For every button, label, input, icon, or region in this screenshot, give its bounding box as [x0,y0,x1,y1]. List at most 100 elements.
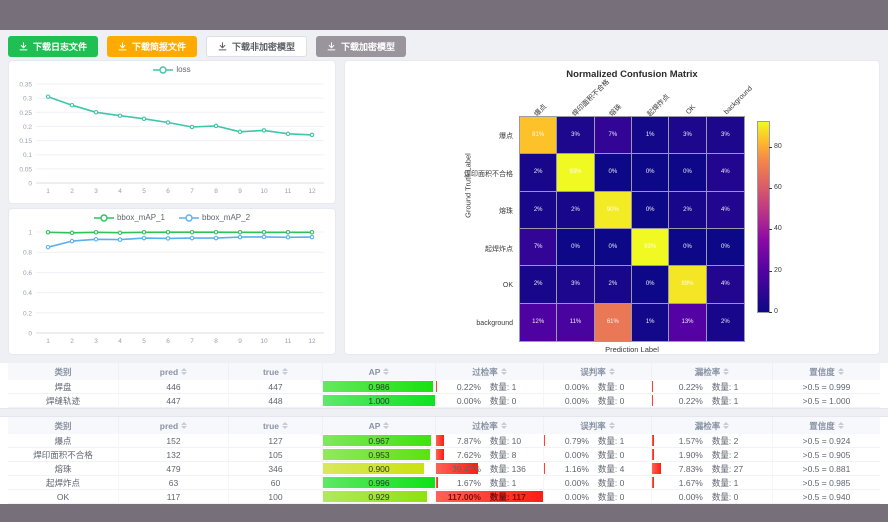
sort-caret-icon[interactable] [723,368,730,375]
bottom-window-bar [0,504,888,522]
download-icon [118,42,127,51]
column-header-误判率[interactable]: 误判率 [544,363,652,380]
matrix-row-label: 熔珠 [499,208,513,216]
overdetect-rate-count: 数量: 136 [489,463,526,474]
matrix-cell: 3% [557,117,595,155]
miss-rate-value: 7.83% [678,463,703,474]
column-header-pred[interactable]: pred [119,363,229,380]
download-log-button[interactable]: 下载日志文件 [8,36,99,57]
column-header-漏检率[interactable]: 漏检率 [652,363,773,380]
svg-text:0.2: 0.2 [23,124,32,131]
pred-cell: 63 [119,476,229,490]
legend-item-loss[interactable]: loss [153,65,191,74]
matrix-column-label: 焊印面积不合格 [571,78,611,119]
column-header-误判率[interactable]: 误判率 [544,417,652,434]
svg-text:0.8: 0.8 [23,250,32,257]
class-cell: 焊印面积不合格 [8,448,119,462]
misjudge-rate-count: 数量: 0 [597,449,625,460]
button-label: 下载非加密模型 [232,42,296,52]
miss-rate-value: 0.22% [678,381,703,392]
button-label: 下载简报文件 [132,42,187,52]
overdetect-rate-value: 0.00% [456,395,481,406]
ap-value: 0.967 [368,435,390,446]
column-header-true[interactable]: true [229,363,323,380]
pred-cell: 117 [119,490,229,504]
sort-caret-icon[interactable] [837,368,844,375]
defect-metrics-table: 类别 pred true AP 过检率 误判率 漏检率 置信度 爆点 152 127 0.967 7.8… [0,417,888,504]
ap-cell: 1.000 [323,394,436,408]
matrix-cell: 81% [520,117,558,155]
true-cell: 447 [229,380,323,394]
column-header-置信度[interactable]: 置信度 [773,363,880,380]
miss-rate-cell: 1.90% 数量: 2 [652,448,773,462]
legend-item-bbox_mAP_2[interactable]: bbox_mAP_2 [179,213,250,222]
download-unencrypted-model-button[interactable]: 下载非加密模型 [206,36,308,57]
download-toolbar: 下载日志文件 下载简报文件 下载非加密模型 下载加密模型 [8,36,407,57]
bbox-map-line-chart: 00.20.40.60.811 2 3 4 5 6 7 8 9 10 11 12 [23,230,324,345]
true-cell: 105 [229,448,323,462]
miss-rate-value: 1.67% [678,477,703,488]
svg-text:6: 6 [166,188,170,195]
matrix-cell: 61% [594,303,632,341]
sort-caret-icon[interactable] [282,368,289,375]
ap-cell: 0.967 [323,434,436,448]
misjudge-rate-value: 0.00% [564,449,589,460]
miss-rate-value: 0.22% [678,395,703,406]
sort-caret-icon[interactable] [723,422,730,429]
column-header-置信度[interactable]: 置信度 [773,417,880,434]
download-report-button[interactable]: 下载简报文件 [107,36,198,57]
svg-text:5: 5 [142,188,146,195]
sort-caret-icon[interactable] [608,368,615,375]
pred-cell: 479 [119,462,229,476]
ap-bar [323,381,434,392]
sort-caret-icon[interactable] [500,368,507,375]
matrix-cell: 3% [706,117,744,155]
misjudge-rate-count: 数量: 0 [597,477,625,488]
svg-text:12: 12 [308,338,316,345]
miss-rate-bar [652,435,654,446]
column-header-过检率[interactable]: 过检率 [436,363,544,380]
ap-bar [323,463,424,474]
svg-text:5: 5 [142,338,146,345]
svg-text:3: 3 [94,338,98,345]
sort-caret-icon[interactable] [181,368,188,375]
metrics-tables: 类别 pred true AP 过检率 误判率 漏检率 置信度 焊盘 446 447 0.986 0.2… [0,363,888,513]
matrix-cell: 7% [520,228,558,267]
column-header-AP[interactable]: AP [323,417,436,434]
column-header-过检率[interactable]: 过检率 [436,417,544,434]
legend-item-bbox_mAP_1[interactable]: bbox_mAP_1 [93,213,165,222]
sort-caret-icon[interactable] [383,422,390,429]
column-header-pred[interactable]: pred [119,417,229,434]
confidence-cell: >0.5 = 1.000 [773,394,880,408]
ground-truth-axis-label: Ground Truth Label [463,153,473,218]
svg-text:7: 7 [190,188,194,195]
ap-cell: 0.996 [323,476,436,490]
sort-caret-icon[interactable] [837,422,844,429]
column-header-漏检率[interactable]: 漏检率 [652,417,773,434]
matrix-cell: 1% [631,117,670,155]
matrix-cell: 0% [669,154,707,192]
colorbar-tick: 60 [769,184,782,192]
sort-caret-icon[interactable] [608,422,615,429]
column-header-true[interactable]: true [229,417,323,434]
matrix-cell: 93% [557,154,595,192]
matrix-cell: 12% [520,303,558,341]
sort-caret-icon[interactable] [181,422,188,429]
true-cell: 448 [229,394,323,408]
miss-rate-count: 数量: 2 [711,449,739,460]
column-header-AP[interactable]: AP [323,363,436,380]
download-encrypted-model-button[interactable]: 下载加密模型 [316,36,407,57]
sort-caret-icon[interactable] [500,422,507,429]
confidence-cell: >0.5 = 0.999 [773,380,880,394]
svg-text:1: 1 [46,188,50,195]
sort-caret-icon[interactable] [383,368,390,375]
matrix-cell: 11% [557,303,595,341]
overdetect-rate-cell: 1.67% 数量: 1 [436,476,544,490]
miss-rate-count: 数量: 0 [711,491,739,502]
confusion-matrix-card: Normalized Confusion Matrix 爆点 焊印面积不合格 熔珠起… [344,60,880,355]
matrix-cell: 0% [631,191,670,229]
confusion-matrix-title: Normalized Confusion Matrix [566,69,698,80]
svg-text:0.25: 0.25 [19,110,32,117]
overdetect-rate-value: 7.62% [456,449,481,460]
sort-caret-icon[interactable] [282,422,289,429]
